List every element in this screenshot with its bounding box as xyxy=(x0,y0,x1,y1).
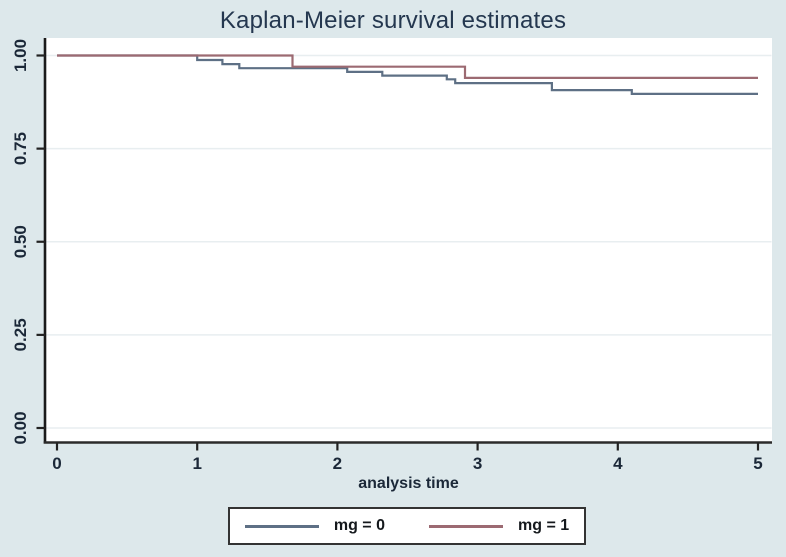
x-axis-label: analysis time xyxy=(358,475,459,492)
series-line-mg1 xyxy=(57,54,758,79)
legend-label-mg0: mg = 0 xyxy=(333,517,385,534)
y-tick-label: 0.50 xyxy=(11,225,30,258)
legend: mg = 0 mg = 1 xyxy=(228,507,586,545)
y-tick-label: 0.00 xyxy=(11,411,30,444)
legend-item-mg0: mg = 0 xyxy=(244,517,385,535)
chart-title: Kaplan-Meier survival estimates xyxy=(219,7,567,34)
legend-label-mg1: mg = 1 xyxy=(518,517,570,534)
x-tick-label: 2 xyxy=(333,454,342,473)
axis-tick-labels: 0 1 2 3 4 5 0.00 0.25 0.50 0.75 1.00 xyxy=(11,39,763,473)
legend-item-mg1: mg = 1 xyxy=(429,517,569,535)
x-tick-label: 0 xyxy=(52,454,61,473)
y-tick-label: 0.25 xyxy=(11,318,30,351)
survival-curves xyxy=(57,54,758,95)
y-tick-label: 0.75 xyxy=(11,132,30,165)
x-tick-label: 5 xyxy=(753,454,762,473)
x-tick-label: 3 xyxy=(473,454,482,473)
series-line-mg0 xyxy=(57,54,758,95)
x-tick-label: 4 xyxy=(613,454,623,473)
axis-ticks xyxy=(36,54,760,451)
y-tick-label: 1.00 xyxy=(11,39,30,72)
legend-line-swatch-mg0 xyxy=(244,524,319,528)
plot-area xyxy=(45,38,772,442)
legend-line-swatch-mg1 xyxy=(429,524,503,528)
x-tick-label: 1 xyxy=(192,454,201,473)
